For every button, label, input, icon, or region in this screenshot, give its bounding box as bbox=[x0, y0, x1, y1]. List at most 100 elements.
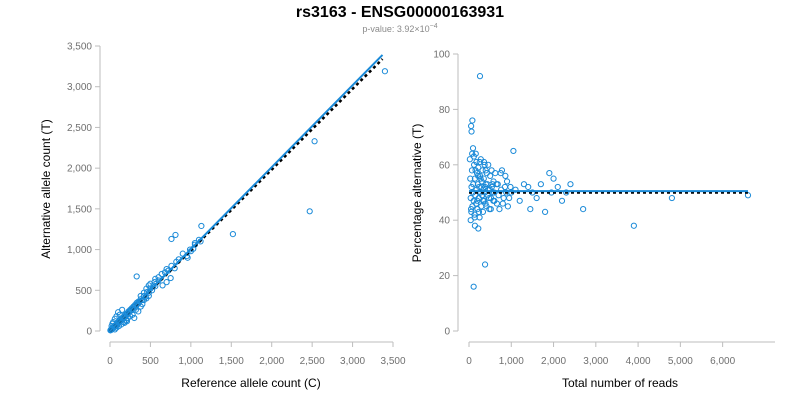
data-point bbox=[167, 274, 174, 282]
y-tick-label: 0 bbox=[86, 327, 92, 338]
data-point bbox=[119, 306, 126, 313]
data-point bbox=[491, 189, 498, 196]
x-tick-label: 1,000 bbox=[499, 356, 524, 367]
data-point bbox=[473, 158, 480, 166]
data-point bbox=[480, 158, 488, 166]
data-point bbox=[381, 68, 389, 75]
data-point bbox=[488, 167, 495, 174]
data-point bbox=[470, 153, 477, 160]
y-tick-label: 500 bbox=[75, 286, 92, 297]
data-point bbox=[159, 282, 166, 289]
data-point bbox=[507, 183, 514, 191]
data-point bbox=[503, 189, 510, 196]
data-point bbox=[472, 167, 479, 174]
percentage-panel: 0 1,000 2,000 3,000 4,000 5,000 6,000 0 20 40 60 8… bbox=[410, 50, 775, 390]
data-point bbox=[476, 183, 483, 191]
data-point bbox=[479, 208, 487, 215]
x-tick-label: 0 bbox=[466, 356, 472, 367]
x-axis-label: Total number of reads bbox=[562, 376, 678, 390]
data-point bbox=[152, 283, 159, 290]
data-point bbox=[129, 311, 136, 318]
pvalue-label: p-value: 3.92×10−4 bbox=[0, 23, 800, 34]
data-point bbox=[500, 194, 507, 202]
data-point bbox=[468, 167, 476, 174]
y-tick-label: 80 bbox=[439, 105, 451, 116]
y-tick-label: 3,000 bbox=[67, 82, 92, 93]
data-point bbox=[563, 189, 570, 196]
data-point bbox=[485, 194, 493, 202]
data-point bbox=[475, 225, 482, 232]
data-point bbox=[470, 283, 477, 290]
data-point bbox=[147, 280, 154, 287]
data-point bbox=[498, 167, 506, 174]
data-point bbox=[558, 197, 566, 204]
x-tick-label: 500 bbox=[142, 356, 159, 367]
y-tick-label: 1,000 bbox=[67, 245, 92, 256]
data-point bbox=[168, 235, 175, 243]
y-axis-label: Percentage alternative (T) bbox=[410, 124, 424, 263]
data-point bbox=[478, 183, 485, 191]
y-tick-label: 1,500 bbox=[67, 204, 92, 215]
x-tick-label: 1,000 bbox=[178, 356, 203, 367]
data-point bbox=[495, 192, 502, 199]
data-point bbox=[480, 175, 487, 182]
data-point bbox=[473, 200, 480, 207]
trend-lines bbox=[109, 54, 384, 332]
x-tick-label: 3,000 bbox=[340, 356, 365, 367]
data-point bbox=[480, 197, 487, 204]
trend-lines bbox=[469, 190, 748, 194]
data-point bbox=[145, 282, 152, 289]
data-point bbox=[483, 203, 490, 210]
y-tick-label: 100 bbox=[433, 50, 450, 61]
data-point bbox=[506, 194, 513, 202]
data-point bbox=[306, 208, 313, 215]
data-point bbox=[198, 222, 205, 230]
data-point bbox=[481, 161, 488, 168]
data-point bbox=[471, 222, 479, 229]
data-point bbox=[133, 273, 140, 280]
data-point bbox=[110, 318, 117, 326]
data-point bbox=[123, 318, 131, 325]
data-point bbox=[163, 266, 170, 273]
data-point bbox=[118, 321, 125, 328]
data-point bbox=[471, 214, 478, 221]
y-tick-label: 60 bbox=[439, 160, 451, 171]
data-point bbox=[510, 147, 517, 155]
data-point bbox=[668, 194, 676, 202]
data-point bbox=[481, 261, 489, 268]
data-point bbox=[550, 175, 557, 182]
page-title: rs3163 - ENSG00000163931 bbox=[295, 4, 505, 21]
data-point bbox=[475, 208, 483, 215]
data-point bbox=[487, 206, 494, 213]
data-point bbox=[485, 161, 492, 168]
data-point bbox=[155, 274, 162, 281]
data-point bbox=[479, 167, 486, 174]
x-tick-label: 5,000 bbox=[668, 356, 693, 367]
y-tick-label: 0 bbox=[444, 327, 450, 338]
x-tick-label: 3,500 bbox=[380, 356, 405, 367]
data-point bbox=[520, 181, 528, 188]
data-point bbox=[476, 73, 484, 80]
data-point bbox=[496, 206, 503, 213]
data-point bbox=[516, 197, 523, 204]
reference-line bbox=[109, 58, 384, 332]
data-point bbox=[546, 170, 553, 177]
data-point bbox=[493, 200, 500, 207]
data-points bbox=[107, 68, 389, 334]
data-point bbox=[482, 167, 489, 174]
x-tick-label: 0 bbox=[107, 356, 113, 367]
data-point bbox=[527, 206, 534, 213]
x-tick-label: 3,000 bbox=[583, 356, 608, 367]
data-point bbox=[311, 138, 318, 145]
data-point bbox=[567, 181, 574, 188]
y-ticks: 0 500 1,000 1,500 2,000 2,500 3,000 3,500 bbox=[67, 42, 100, 338]
data-point bbox=[113, 313, 120, 320]
data-point bbox=[499, 200, 506, 207]
data-point bbox=[469, 145, 477, 152]
data-point bbox=[525, 183, 532, 191]
x-tick-label: 2,500 bbox=[300, 356, 325, 367]
data-point bbox=[492, 170, 499, 177]
data-point bbox=[469, 117, 476, 124]
data-point bbox=[541, 208, 549, 215]
